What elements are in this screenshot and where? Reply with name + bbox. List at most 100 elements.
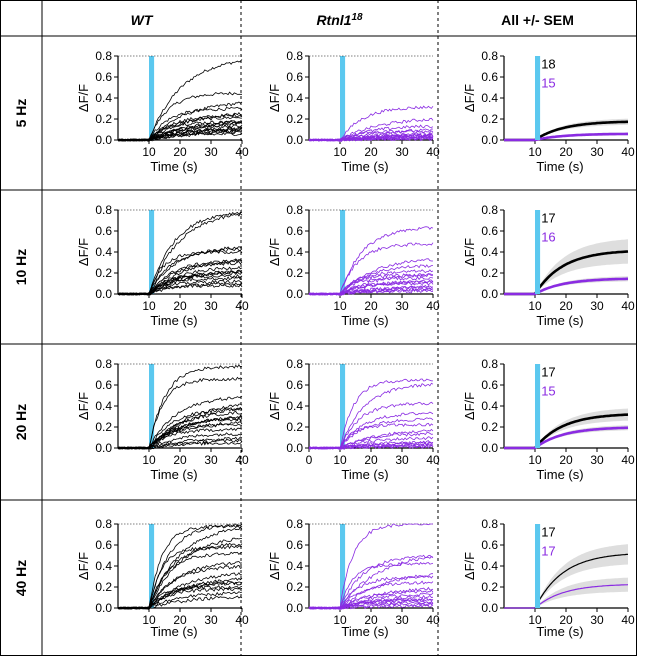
wt-trace	[117, 523, 243, 610]
x-tick-label: 40	[235, 299, 249, 313]
y-tick-label: 0.2	[95, 580, 112, 594]
wt-sem-band	[504, 239, 628, 294]
wt-trace	[117, 591, 243, 610]
y-tick-label: 0.6	[95, 70, 112, 84]
wt-trace	[117, 595, 243, 610]
n-label-wt: 17	[541, 211, 555, 226]
row-label: 10 Hz	[13, 249, 29, 286]
y-tick-label: 0.2	[481, 420, 498, 434]
y-axis-label: ΔF/F	[462, 392, 477, 420]
wt-trace	[117, 416, 243, 450]
y-tick-label: 0.4	[481, 559, 498, 573]
x-axis-label: Time (s)	[536, 313, 583, 328]
y-tick-label: 0.8	[286, 203, 303, 217]
y-axis-label: ΔF/F	[462, 552, 477, 580]
panel-mean-sem: 0.0 0.2 0.4 0.6 0.8 10 20 30 40 Time (s) ΔF/F 17 15	[462, 357, 635, 482]
x-tick-label: 40	[426, 145, 440, 159]
n-label-mutant: 15	[541, 76, 555, 91]
y-tick-label: 0.0	[286, 441, 303, 455]
panel-wt: 0.0 0.2 0.4 0.6 0.8 10 20 30 40 Time (s) ΔF/F	[76, 203, 249, 328]
y-tick-label: 0.2	[286, 266, 303, 280]
y-tick-label: 0.2	[481, 112, 498, 126]
panel-mean-sem: 0.0 0.2 0.4 0.6 0.8 10 20 30 40 Time (s) ΔF/F 17 16	[462, 203, 635, 328]
x-tick-label: 10	[142, 453, 156, 467]
x-tick-label: 40	[426, 453, 440, 467]
y-tick-label: 0.6	[481, 378, 498, 392]
x-axis-label: Time (s)	[536, 159, 583, 174]
x-tick-label: 20	[364, 453, 378, 467]
row-label: 20 Hz	[13, 404, 29, 441]
x-tick-label: 30	[204, 453, 218, 467]
y-tick-label: 0.8	[286, 357, 303, 371]
x-tick-label: 40	[621, 145, 635, 159]
x-tick-label: 10	[142, 299, 156, 313]
row-label: 5 Hz	[13, 99, 29, 128]
row-label: 40 Hz	[13, 560, 29, 597]
stimulus-bar	[149, 56, 155, 140]
stimulus-bar	[340, 524, 346, 608]
wt-sem-band	[504, 544, 628, 608]
x-axis-label: Time (s)	[150, 313, 197, 328]
panel-mean-sem: 0.0 0.2 0.4 0.6 0.8 10 20 30 40 Time (s) ΔF/F 18 15	[462, 49, 635, 174]
x-axis-label: Time (s)	[341, 159, 388, 174]
y-tick-label: 0.6	[95, 224, 112, 238]
column-headers: WT Rtnl118 All +/- SEM 5 Hz 10 Hz 20 Hz 40 Hz	[13, 12, 574, 597]
mutant-trace	[308, 289, 434, 296]
stimulus-bar	[535, 364, 541, 448]
x-tick-label: 20	[173, 299, 187, 313]
x-tick-label: 10	[528, 299, 542, 313]
y-tick-label: 0.4	[481, 399, 498, 413]
x-tick-label: 20	[173, 145, 187, 159]
y-tick-label: 0.0	[95, 133, 112, 147]
x-axis-label: Time (s)	[341, 624, 388, 639]
mutant-trace	[308, 258, 433, 296]
y-tick-label: 0.2	[286, 420, 303, 434]
x-tick-label: 10	[528, 145, 542, 159]
y-tick-label: 0.6	[95, 378, 112, 392]
x-tick-label: 30	[590, 453, 604, 467]
stimulus-bar	[149, 524, 155, 608]
x-tick-label: 20	[559, 453, 573, 467]
n-label-wt: 18	[541, 57, 555, 72]
mutant-trace	[308, 286, 434, 296]
y-tick-label: 0.6	[481, 70, 498, 84]
x-tick-label: 40	[621, 613, 635, 627]
panel-mutant: 0.0 0.2 0.4 0.6 0.8 10 20 30 40 Time (s) ΔF/F	[267, 49, 440, 174]
stimulus-bar	[340, 56, 346, 140]
y-tick-label: 0.6	[286, 378, 303, 392]
n-label-mutant: 17	[541, 544, 555, 559]
y-tick-label: 0.0	[286, 601, 303, 615]
y-tick-label: 0.8	[286, 49, 303, 63]
y-tick-label: 0.4	[286, 91, 303, 105]
y-tick-label: 0.0	[286, 287, 303, 301]
x-tick-label: 30	[590, 613, 604, 627]
stimulus-bar	[340, 364, 346, 448]
y-tick-label: 0.8	[286, 517, 303, 531]
y-tick-label: 0.2	[286, 580, 303, 594]
wt-trace	[117, 403, 243, 450]
x-tick-label: 30	[395, 453, 409, 467]
y-tick-label: 0.4	[95, 399, 112, 413]
mutant-trace	[308, 602, 434, 610]
column-header-1: Rtnl118	[316, 12, 363, 29]
x-tick-label: 10	[333, 145, 347, 159]
panel-mutant: 0.0 0.2 0.4 0.6 0.8 10 20 30 40 Time (s) ΔF/F	[267, 517, 440, 639]
x-axis-label: Time (s)	[150, 159, 197, 174]
x-tick-label: 0	[306, 453, 313, 467]
mutant-sem-band	[504, 425, 628, 448]
y-tick-label: 0.8	[481, 49, 498, 63]
y-axis-label: ΔF/F	[267, 238, 282, 266]
x-tick-label: 40	[235, 145, 249, 159]
x-tick-label: 10	[142, 145, 156, 159]
x-tick-label: 20	[364, 299, 378, 313]
x-tick-label: 10	[528, 613, 542, 627]
x-axis-label: Time (s)	[536, 624, 583, 639]
x-tick-label: 40	[621, 299, 635, 313]
y-axis-label: ΔF/F	[76, 238, 91, 266]
wt-trace	[117, 274, 243, 296]
x-tick-label: 20	[559, 613, 573, 627]
y-tick-label: 0.4	[95, 559, 112, 573]
y-axis-label: ΔF/F	[76, 84, 91, 112]
x-tick-label: 20	[364, 613, 378, 627]
y-tick-label: 0.4	[481, 245, 498, 259]
